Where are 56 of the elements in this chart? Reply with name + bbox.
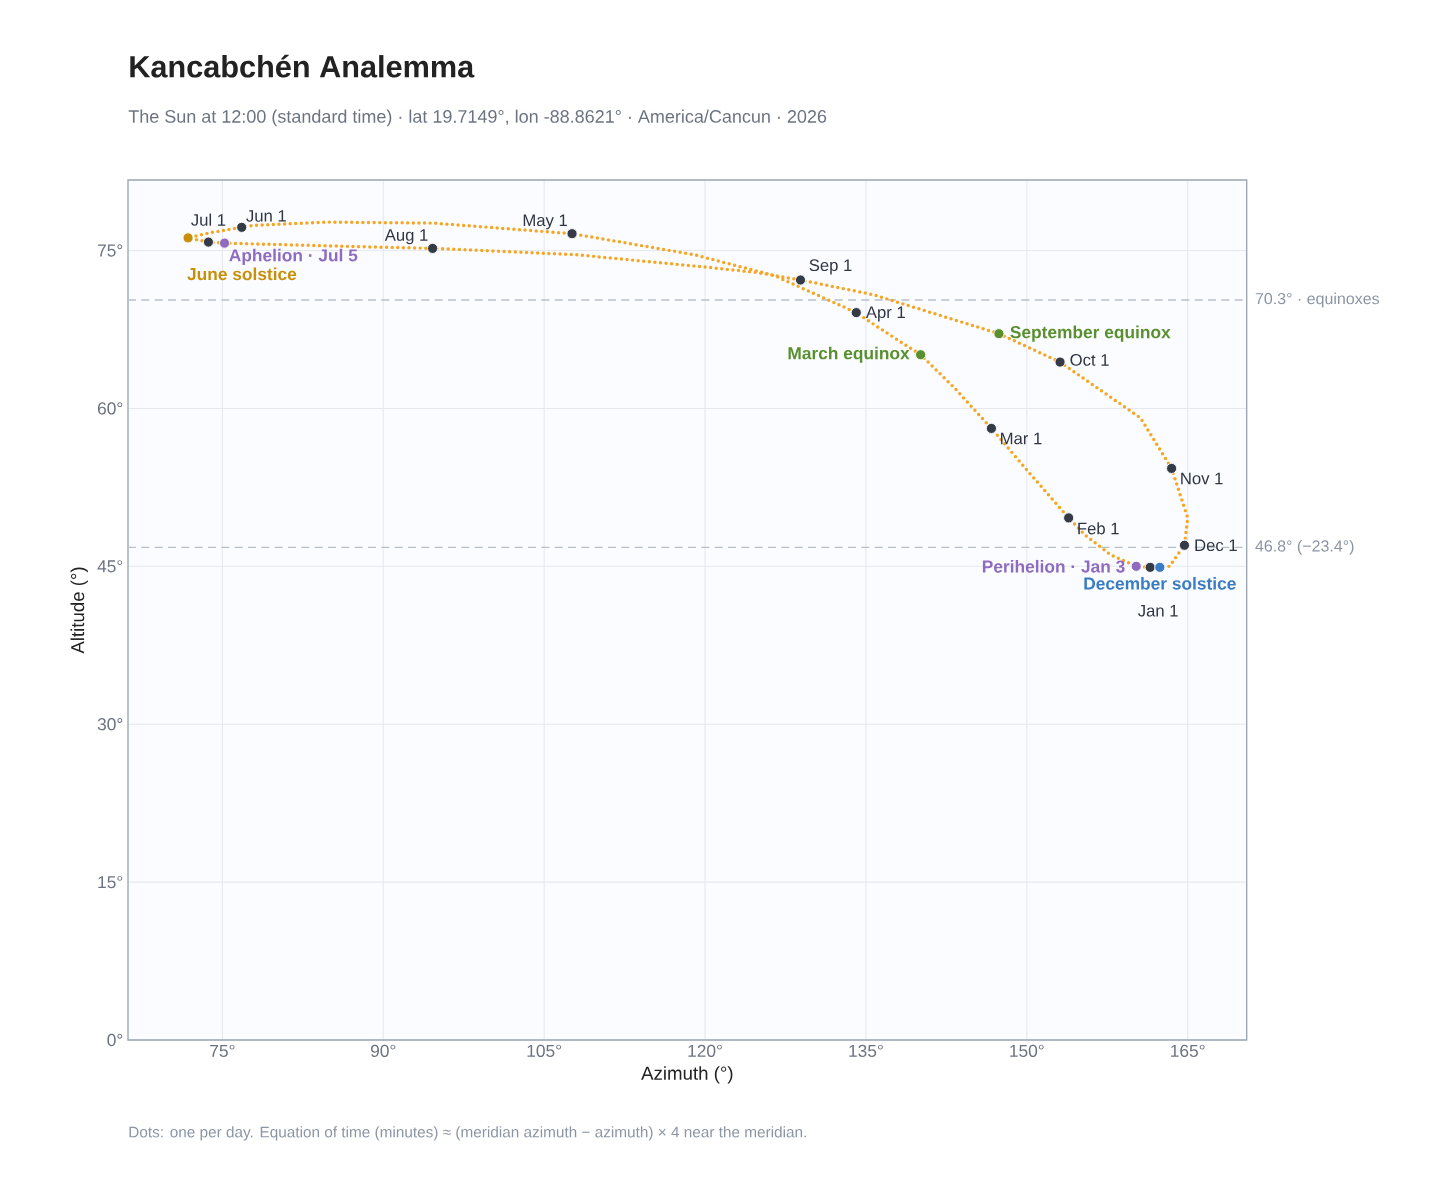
x-tick-label: 135°: [849, 1044, 883, 1057]
annotation: Sep 1: [809, 259, 852, 275]
point: [985, 422, 997, 434]
x-tick-label: 165°: [1171, 1044, 1205, 1057]
point: [915, 349, 927, 361]
y-tick-label: 75°: [97, 244, 123, 257]
x-tick-label: 105°: [527, 1044, 562, 1057]
y-axis-title: Altitude (°): [70, 567, 88, 654]
x-tick-label: 120°: [688, 1044, 722, 1057]
series-label: Perihelion · Jan 3: [982, 559, 1125, 573]
series-label: June solstice: [187, 267, 297, 281]
point: [1154, 561, 1166, 573]
annotation: Aug 1: [384, 229, 428, 245]
text: Dots: one per day. Equation of time (minutes) ≈ (meridian azimuth − azimuth) × 4 near the meridian.: [129, 1126, 806, 1141]
x-tick-label: 75°: [210, 1044, 235, 1057]
annotation: Jul 1: [191, 213, 226, 226]
point: [794, 274, 807, 286]
annotation: Mar 1: [1001, 432, 1042, 445]
series-label: March equinox: [788, 346, 910, 363]
point: [236, 221, 248, 233]
y-tick-label: 0°: [107, 1033, 123, 1047]
ref-line-label: 70.3° · equinoxes: [1255, 292, 1380, 308]
point: [219, 237, 231, 249]
y-tick-label: 60°: [97, 402, 123, 415]
series-label: Aphelion · Jul 5: [229, 248, 358, 265]
point: [1054, 356, 1066, 368]
point: [182, 232, 194, 244]
series-label: December solstice: [1084, 576, 1236, 590]
point: [566, 228, 578, 240]
y-tick-label: 15°: [98, 875, 123, 889]
point: [1166, 462, 1178, 474]
point: [1144, 561, 1156, 573]
point: [1063, 512, 1075, 524]
point: [427, 242, 439, 254]
annotation: Jun 1: [246, 210, 286, 222]
annotation: Dec 1: [1195, 539, 1237, 552]
annotation: Jan 1: [1138, 604, 1178, 617]
point: [1130, 560, 1142, 572]
y-tick-label: 30°: [97, 718, 123, 731]
annotation: Feb 1: [1078, 522, 1119, 535]
point: [1178, 539, 1191, 551]
chart-title: Kancabchén Analemma: [130, 54, 475, 78]
y-tick-label: 45°: [97, 560, 123, 573]
ref-line-label: 46.8° (−23.4°): [1255, 539, 1354, 555]
annotation: Apr 1: [865, 306, 905, 322]
chart-subtitle: The Sun at 12:00 (standard time) · lat 19.7149°, lon -88.8621° · America/Cancun · 2026: [128, 109, 827, 127]
point: [850, 307, 862, 319]
x-axis-title: Azimuth (°): [641, 1066, 733, 1084]
x-tick-label: 150°: [1010, 1044, 1044, 1057]
point: [993, 328, 1005, 340]
point: [202, 236, 214, 248]
series-label: September equinox: [1010, 325, 1171, 342]
x-tick-label: 90°: [370, 1044, 396, 1057]
annotation: Nov 1: [1181, 472, 1223, 485]
annotation: Oct 1: [1070, 354, 1109, 366]
annotation: May 1: [523, 214, 567, 230]
